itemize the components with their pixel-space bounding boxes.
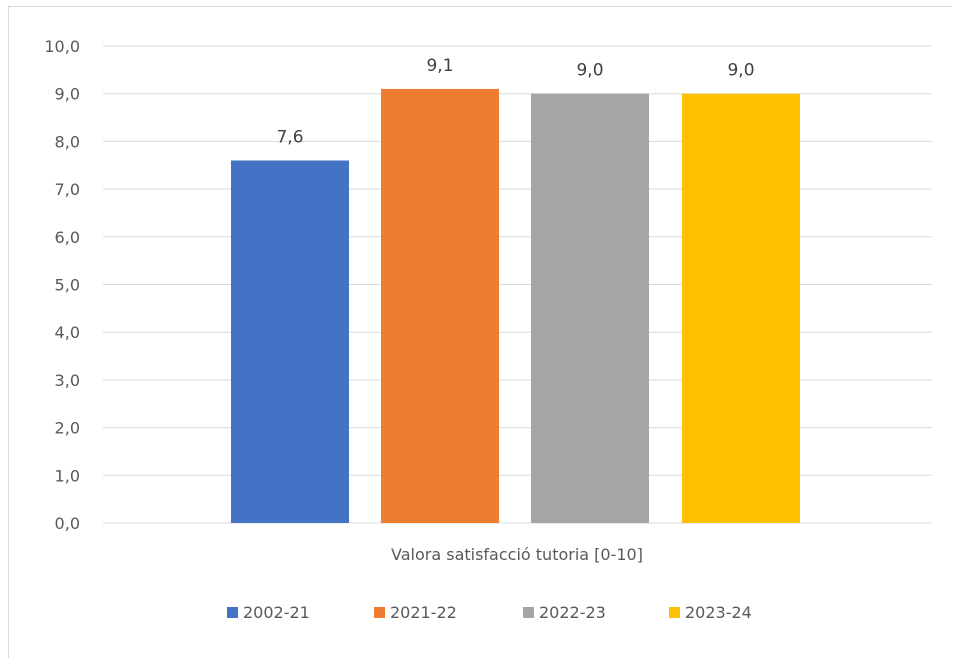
y-tick-label: 0,0 [55,514,80,533]
legend-label-2021-22: 2021-22 [390,603,457,622]
legend: 2002-21 2021-22 2022-23 2023-24 [227,603,752,622]
gridlines [103,45,932,524]
data-label-2023-24: 9,0 [727,61,754,81]
legend-label-2023-24: 2023-24 [685,603,752,622]
data-labels: 7,6 9,1 9,0 9,0 [276,56,754,148]
legend-swatch-2021-22 [374,607,385,618]
data-label-2022-23: 9,0 [576,61,603,81]
x-category-label: Valora satisfacció tutoria [0-10] [391,545,643,564]
bar-2022-23 [531,93,649,523]
y-tick-label: 6,0 [55,228,80,247]
y-axis-tick-labels: 0,0 1,0 2,0 3,0 4,0 5,0 6,0 7,0 8,0 9,0 10,0 [44,37,80,533]
legend-swatch-2022-23 [523,607,534,618]
legend-swatch-2023-24 [669,607,680,618]
legend-label-2022-23: 2022-23 [539,603,606,622]
y-tick-label: 1,0 [55,466,80,485]
bar-2021-22 [381,88,499,524]
y-tick-label: 2,0 [55,419,80,438]
legend-swatch-2002-21 [227,607,238,618]
y-tick-label: 8,0 [55,132,80,151]
chart-area [8,6,952,658]
y-tick-label: 7,0 [55,180,80,199]
data-label-2021-22: 9,1 [426,56,453,76]
y-tick-label: 9,0 [55,85,80,104]
bar-2002-21 [231,160,349,524]
legend-label-2002-21: 2002-21 [243,603,310,622]
y-tick-label: 5,0 [55,276,80,295]
bar-2023-24 [682,93,800,523]
y-tick-label: 10,0 [44,37,80,56]
y-tick-label: 3,0 [55,371,80,390]
data-label-2002-21: 7,6 [276,127,303,147]
bars [231,88,800,524]
y-tick-label: 4,0 [55,323,80,342]
